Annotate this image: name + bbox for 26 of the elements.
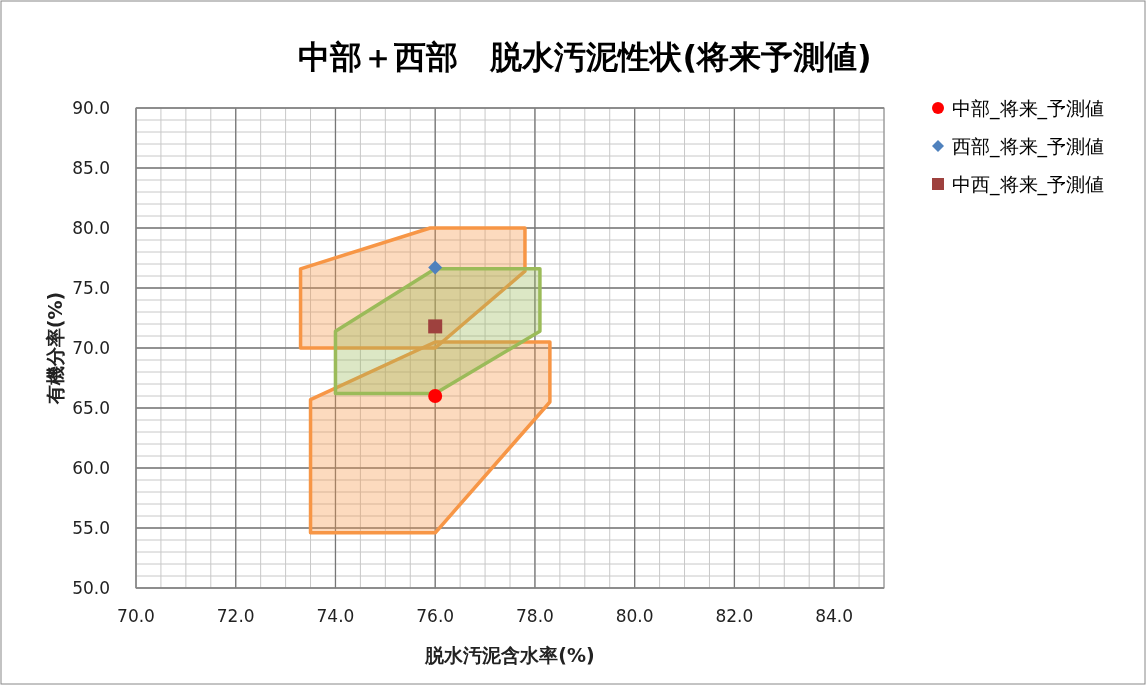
legend-label: 中西_将来_予測値 [952, 173, 1104, 196]
y-tick-label: 70.0 [72, 338, 110, 358]
xtick: 82.0 [715, 606, 754, 626]
y-tick-label: 85.0 [72, 158, 110, 178]
x-axis-title: 脱水汚泥含水率(%) [424, 644, 595, 666]
xtick: 72.0 [216, 606, 255, 626]
legend-item: 西部_将来_予測値 [932, 135, 1104, 157]
y-tick-label: 60.0 [72, 458, 110, 478]
y-tick-label: 90.0 [72, 98, 110, 118]
xtick: 78.0 [516, 606, 554, 626]
y-tick-label: 50.0 [72, 578, 110, 598]
y-tick-label: 55.0 [72, 518, 110, 538]
chart-title: 中部＋西部 脱水汚泥性状(将来予測値) [298, 38, 872, 76]
xtick: 80.0 [615, 606, 654, 626]
legend-item: 中西_将来_予測値 [932, 173, 1104, 195]
y-tick-label: 75.0 [72, 278, 110, 298]
y-tick-label: 80.0 [72, 218, 110, 238]
xtick: 74.0 [316, 606, 355, 626]
y-tick-label: 65.0 [72, 398, 110, 418]
xtick: 70.0 [117, 606, 155, 626]
legend-label: 西部_将来_予測値 [952, 135, 1104, 158]
y-axis-title: 有機分率(%) [44, 291, 66, 406]
xtick: 76.0 [416, 606, 455, 626]
legend-label: 中部_将来_予測値 [952, 97, 1104, 120]
xtick: 84.0 [815, 606, 854, 626]
legend-item: 中部_将来_予測値 [932, 97, 1104, 119]
